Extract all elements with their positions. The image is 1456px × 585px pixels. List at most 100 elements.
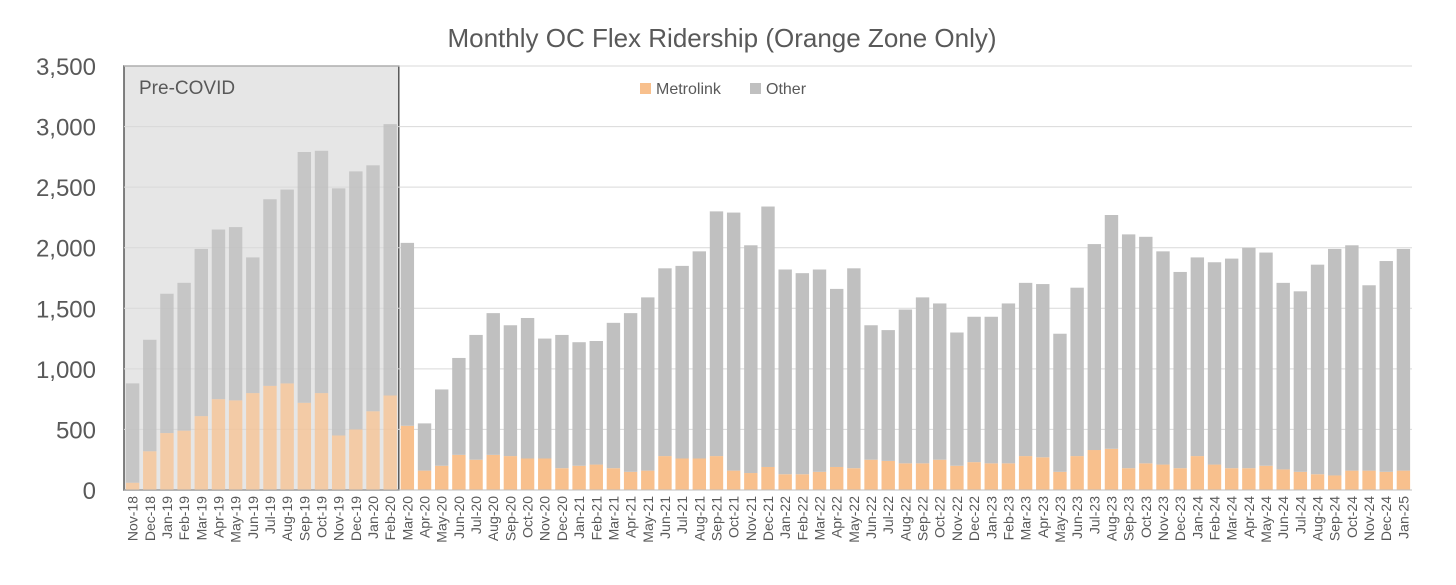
bar-other [1173,271,1187,469]
bar-metrolink [967,462,981,490]
x-tick-label: Aug-19 [279,496,295,541]
bar-other [1121,234,1136,469]
bar-metrolink [709,456,724,490]
bar-other [658,268,672,457]
bar-other [950,332,964,466]
x-tick-label: Sep-23 [1121,496,1137,541]
x-tick-label: Jan-20 [365,496,381,539]
bar-metrolink [641,470,655,490]
x-tick-label: Feb-19 [176,496,192,541]
bar-other [211,229,226,400]
bar-other [314,150,329,394]
x-tick-label: Nov-23 [1155,496,1171,541]
bar-metrolink [847,468,861,490]
bar-other [675,265,689,459]
bar-other [1190,257,1205,457]
bar-metrolink [366,411,380,490]
x-tick-label: Feb-21 [588,496,604,541]
x-tick-label: Dec-23 [1172,496,1188,541]
x-tick-label: Jul-20 [468,496,484,534]
bar-other [331,188,346,436]
x-tick-label: Mar-20 [399,496,415,541]
x-tick-label: May-19 [228,496,244,543]
bar-other [125,383,140,483]
bar-metrolink [280,383,294,490]
bar-other [366,165,380,412]
bar-metrolink [400,425,415,490]
x-tick-label: Jun-19 [245,496,261,539]
x-tick-label: Jan-24 [1189,496,1205,539]
x-tick-label: Oct-21 [726,496,742,538]
bar-other [280,189,294,384]
bar-metrolink [589,464,603,490]
legend-label-metrolink: Metrolink [656,81,722,98]
bar-other [486,313,500,455]
x-tick-label: Jun-20 [451,496,467,539]
x-tick-label: Jun-24 [1275,496,1291,539]
bar-other [1087,244,1101,451]
bar-other [1156,251,1170,465]
x-tick-label: Oct-23 [1138,496,1154,538]
legend: Metrolink Other [640,81,807,98]
bar-metrolink [263,385,277,490]
bar-metrolink [1396,470,1411,490]
x-tick-label: Nov-18 [125,496,141,541]
bar-metrolink [1053,471,1067,490]
bar-metrolink [1259,465,1273,490]
x-tick-label: Aug-24 [1310,496,1326,541]
bar-metrolink [829,466,844,490]
bar-other [1139,236,1153,464]
y-tick-label: 3,000 [36,115,96,142]
x-tick-label: Jul-19 [262,496,278,534]
x-tick-label: Nov-20 [537,496,553,541]
bar-other [864,325,878,460]
x-tick-label: Jan-21 [571,496,587,539]
y-tick-label: 2,500 [36,175,96,202]
bar-metrolink [881,460,895,490]
x-tick-label: Jan-19 [159,496,175,539]
bar-other [1207,262,1222,465]
bar-metrolink [1139,463,1153,490]
bar-other [1036,284,1050,458]
x-tick-label: Apr-19 [210,496,226,538]
bar-metrolink [503,456,518,490]
bar-metrolink [1001,463,1016,490]
bar-other [1242,247,1256,469]
bar-other [572,342,586,466]
x-tick-label: Sep-22 [915,496,931,541]
bar-other [1310,264,1325,475]
bar-other [933,303,947,460]
x-tick-label: Dec-20 [554,496,570,541]
bar-metrolink [1379,471,1393,490]
x-tick-label: Dec-24 [1378,496,1394,541]
x-tick-label: Jul-21 [674,496,690,534]
bar-metrolink [1036,457,1050,490]
x-tick-label: Mar-24 [1224,496,1240,541]
bar-other [898,309,913,464]
bar-metrolink [761,466,775,490]
bar-metrolink [1173,468,1187,490]
y-tick-label: 1,000 [36,357,96,384]
bar-metrolink [160,433,174,490]
x-tick-label: Aug-22 [897,496,913,541]
bar-other [761,206,775,467]
y-axis-tick-labels: 0 500 1,000 1,500 2,000 2,500 3,000 3,500 [36,54,96,505]
x-tick-label: Mar-21 [605,496,621,541]
bar-metrolink [486,454,500,490]
bar-metrolink [1207,464,1222,490]
bar-other [349,171,363,430]
x-tick-label: Mar-22 [812,496,828,541]
bar-other [1224,258,1239,469]
bar-metrolink [984,463,998,490]
bar-metrolink [915,463,930,490]
bar-other [984,316,998,464]
bar-metrolink [194,416,208,490]
x-tick-label: Sep-20 [502,496,518,541]
bar-other [589,340,603,465]
x-tick-label: Jun-22 [863,496,879,539]
bar-other [555,334,569,469]
x-tick-label: Jan-25 [1395,496,1411,539]
x-tick-label: Jun-21 [657,496,673,539]
x-axis-tick-labels: Nov-18 Dec-18 Jan-19 Feb-19 Mar-19 Apr-19 May-… [125,496,1412,543]
